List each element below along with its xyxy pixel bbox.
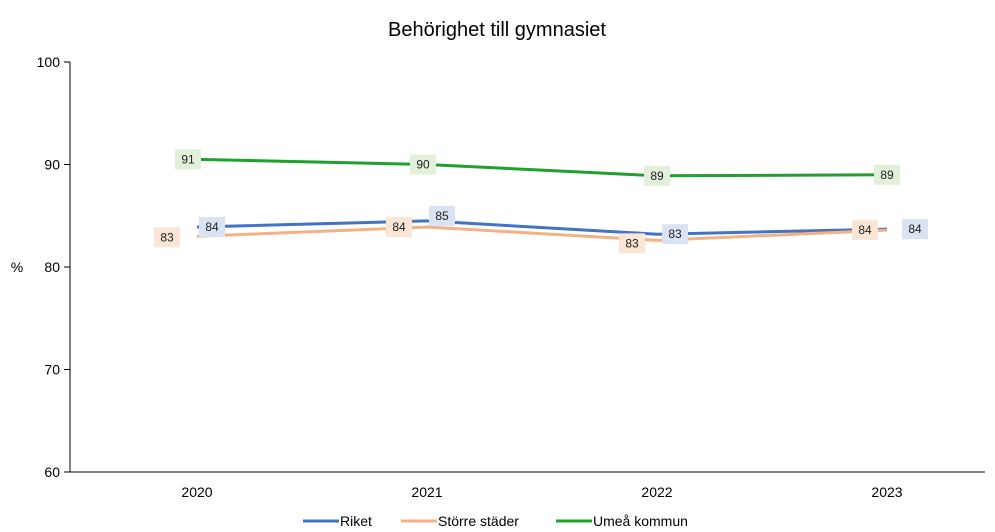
data-label-större-städer: 84 — [852, 220, 878, 241]
data-label-box — [902, 219, 928, 240]
series-line-större-städer — [196, 225, 888, 242]
x-axis-ticks: 2020 2021 2022 2023 — [181, 484, 902, 500]
data-label-text: 85 — [435, 209, 449, 223]
data-label-umeå-kommun: 89 — [874, 164, 900, 185]
data-label-box — [154, 227, 180, 248]
data-label-text: 84 — [858, 223, 872, 237]
y-tick-label: 60 — [44, 464, 60, 480]
data-label-box — [410, 154, 436, 175]
data-label-box — [852, 220, 878, 241]
y-axis-ticks: 60 70 80 90 100 — [37, 54, 70, 480]
data-label-text: 84 — [392, 220, 406, 234]
x-tick-label: 2020 — [181, 484, 212, 500]
data-label-box — [644, 165, 670, 186]
data-label-text: 83 — [625, 236, 639, 250]
data-label-större-städer: 83 — [619, 233, 645, 254]
y-tick-label: 100 — [37, 54, 61, 70]
data-label-umeå-kommun: 90 — [410, 154, 436, 175]
x-tick-label: 2022 — [641, 484, 672, 500]
x-tick-label: 2021 — [411, 484, 442, 500]
data-label-box — [386, 217, 412, 238]
data-label-text: 83 — [668, 227, 682, 241]
data-label-box — [199, 217, 225, 238]
data-label-riket: 84 — [199, 217, 225, 238]
legend: Riket Större städer Umeå kommun — [303, 513, 688, 529]
x-tick-label: 2023 — [871, 484, 902, 500]
legend-label: Riket — [340, 513, 372, 529]
data-label-text: 91 — [181, 152, 195, 166]
data-labels: 84 85 83 84 83 84 83 84 91 90 89 89 — [154, 149, 928, 254]
data-label-box — [175, 149, 201, 170]
data-label-text: 83 — [160, 230, 174, 244]
series-line-riket — [196, 219, 888, 236]
data-label-text: 84 — [908, 222, 922, 236]
series-line-umeå-kommun — [196, 157, 888, 178]
data-label-text: 84 — [205, 220, 219, 234]
data-label-box — [874, 164, 900, 185]
data-label-text: 89 — [880, 168, 894, 182]
data-label-text: 89 — [650, 169, 664, 183]
data-label-riket: 84 — [902, 219, 928, 240]
y-tick-label: 90 — [44, 157, 60, 173]
series-lines — [196, 157, 888, 242]
legend-item-umeå-kommun: Umeå kommun — [556, 513, 688, 529]
chart-title: Behörighet till gymnasiet — [388, 19, 606, 41]
data-label-umeå-kommun: 91 — [175, 149, 201, 170]
data-label-riket: 83 — [662, 224, 688, 245]
y-tick-label: 70 — [44, 362, 60, 378]
data-label-text: 90 — [416, 158, 430, 172]
data-label-box — [662, 224, 688, 245]
legend-label: Umeå kommun — [593, 513, 688, 529]
legend-label: Större städer — [438, 513, 519, 529]
data-label-box — [429, 205, 455, 226]
axes — [69, 62, 985, 473]
data-label-större-städer: 84 — [386, 217, 412, 238]
legend-item-större-städer: Större städer — [401, 513, 519, 529]
data-label-riket: 85 — [429, 205, 455, 226]
data-label-box — [619, 233, 645, 254]
y-tick-label: 80 — [44, 259, 60, 275]
data-label-större-städer: 83 — [154, 227, 180, 248]
legend-item-riket: Riket — [303, 513, 372, 529]
y-axis-label: % — [11, 259, 23, 275]
data-label-umeå-kommun: 89 — [644, 165, 670, 186]
